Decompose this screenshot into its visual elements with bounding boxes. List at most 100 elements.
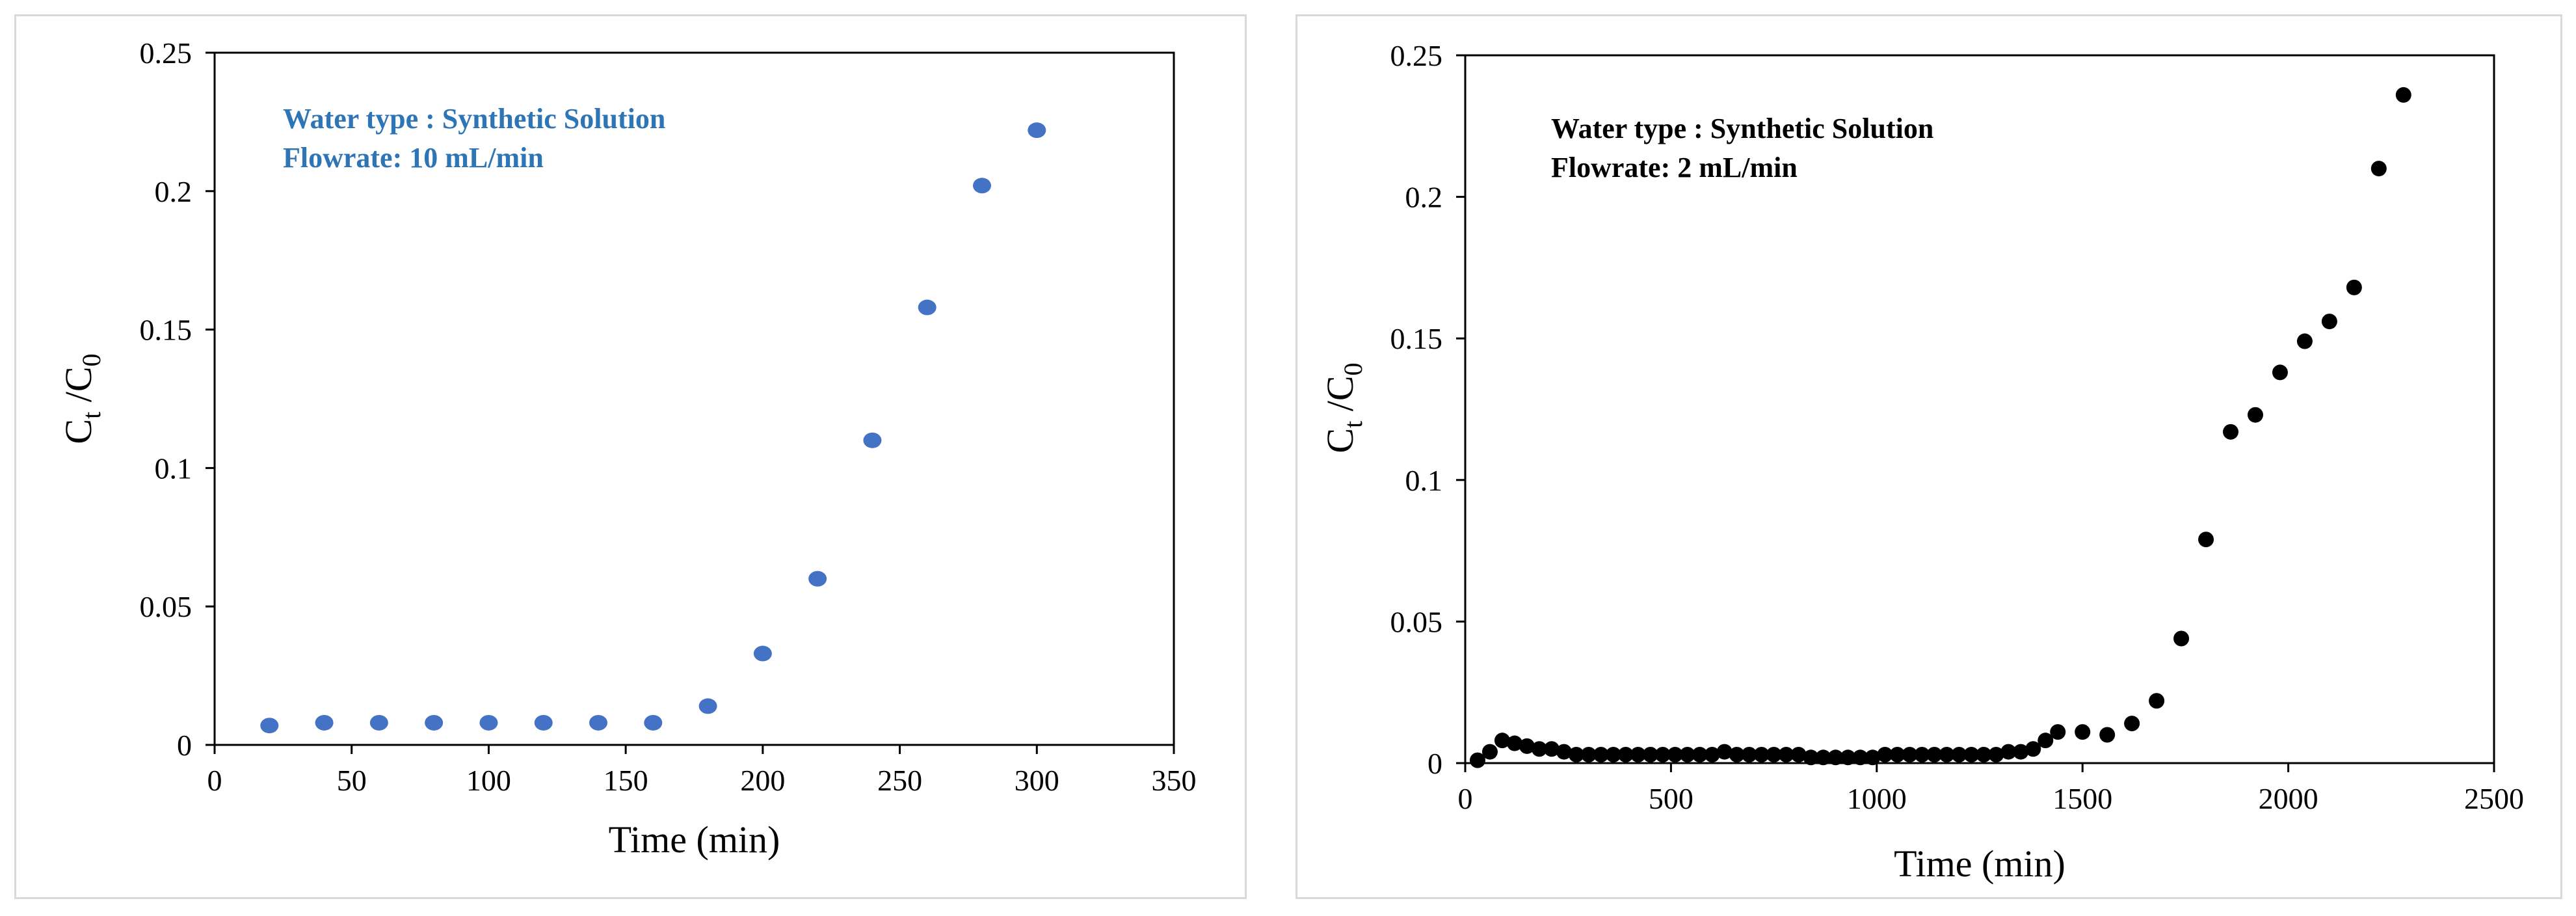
data-point: [534, 714, 553, 731]
data-point: [425, 714, 444, 731]
data-point: [2247, 407, 2263, 423]
x-tick-label: 500: [1649, 782, 1693, 815]
data-point: [1840, 749, 1856, 766]
plot-area-frame: [1464, 54, 2495, 764]
water-type-annotation: Water type : Synthetic Solution: [283, 103, 665, 135]
y-tick-label: 0: [1427, 747, 1442, 780]
data-point: [2000, 744, 2017, 760]
data-point: [2173, 630, 2190, 647]
data-point: [698, 698, 717, 714]
x-tick-label: 200: [740, 764, 785, 797]
data-point: [1827, 749, 1844, 766]
data-point: [1469, 752, 1485, 768]
x-tick-label: 2500: [2464, 782, 2524, 815]
data-point: [1556, 744, 1572, 760]
data-point: [1617, 746, 1634, 762]
data-point: [1877, 746, 1893, 762]
data-point: [1481, 744, 1498, 760]
data-point: [2038, 733, 2054, 749]
y-tick-label: 0.25: [140, 36, 193, 70]
data-point: [973, 178, 991, 194]
data-point: [1605, 746, 1621, 762]
data-point: [2370, 161, 2387, 177]
data-point: [1926, 746, 1943, 762]
data-point: [1568, 746, 1584, 762]
data-point: [1766, 746, 1782, 762]
x-axis-title: Time (min): [609, 818, 780, 861]
data-point: [2099, 727, 2116, 743]
flowrate-annotation: Flowrate: 10 mL/min: [283, 142, 544, 174]
data-point: [1778, 746, 1794, 762]
data-point: [1963, 746, 1980, 762]
data-point: [1865, 749, 1881, 766]
data-point: [2149, 693, 2165, 709]
data-point: [1630, 746, 1646, 762]
flowrate-annotation: Flowrate: 2 mL/min: [1551, 152, 1798, 183]
data-point: [1028, 122, 1046, 139]
data-point: [1654, 746, 1671, 762]
x-tick-label: 300: [1015, 764, 1059, 797]
x-axis-title: Time (min): [1894, 842, 2065, 885]
x-tick-label: 2000: [2259, 782, 2318, 815]
left-scatter-chart: 0 50 100 150 200 250 300 350 0 0.05 0.1 0.15 0.2 0.25…: [57, 36, 1197, 861]
data-point: [1642, 746, 1658, 762]
x-tick-label: 250: [877, 764, 922, 797]
data-point: [1543, 741, 1560, 757]
plot-area-frame: [213, 51, 1175, 746]
data-point: [260, 718, 279, 734]
data-point: [369, 714, 388, 731]
data-point: [1531, 741, 1547, 757]
data-point: [2272, 364, 2288, 381]
y-tick-label: 0.15: [1390, 322, 1443, 355]
data-point: [2395, 87, 2411, 103]
x-tick-label: 350: [1152, 764, 1197, 797]
data-point: [1914, 746, 1930, 762]
data-point: [1667, 746, 1683, 762]
data-point: [2075, 724, 2091, 740]
data-point: [1753, 746, 1770, 762]
data-point: [1741, 746, 1757, 762]
left-chart-panel: 0 50 100 150 200 250 300 350 0 0.05 0.1 0.15 0.2 0.25…: [14, 14, 1247, 899]
data-point: [315, 714, 334, 731]
data-point: [1506, 735, 1522, 751]
data-point: [1679, 746, 1695, 762]
x-tick-label: 0: [1458, 782, 1473, 815]
data-point: [1580, 746, 1597, 762]
data-point: [1519, 738, 1535, 754]
data-point: [1939, 746, 1955, 762]
data-point: [1976, 746, 1992, 762]
data-point: [1494, 733, 1510, 749]
data-point: [1889, 746, 1905, 762]
x-tick-label: 100: [466, 764, 511, 797]
data-point: [1988, 746, 2004, 762]
data-point: [2198, 532, 2214, 548]
data-point: [1815, 749, 1831, 766]
data-point: [1790, 746, 1807, 762]
data-point: [2124, 716, 2140, 732]
y-axis-title: Ct /C0: [57, 353, 106, 444]
data-point: [918, 299, 936, 316]
y-axis-title: Ct /C0: [1319, 362, 1368, 453]
y-tick-label: 0.15: [140, 314, 193, 347]
y-tick-label: 0: [177, 729, 192, 762]
data-point: [863, 432, 882, 448]
data-point: [589, 714, 607, 731]
data-point: [1729, 746, 1745, 762]
x-tick-label: 1500: [2052, 782, 2112, 815]
y-tick-label: 0.2: [155, 175, 193, 208]
data-point: [644, 714, 663, 731]
data-point: [1902, 746, 1918, 762]
y-tick-label: 0.1: [155, 451, 193, 485]
data-point: [2223, 424, 2239, 440]
data-point: [1803, 749, 1819, 766]
data-point: [479, 714, 498, 731]
y-tick-label: 0.25: [1390, 39, 1443, 72]
y-tick-label: 0.05: [140, 590, 193, 623]
data-point: [1704, 746, 1720, 762]
x-tick-label: 150: [604, 764, 648, 797]
data-point: [753, 645, 772, 662]
right-chart-panel: 0 500 1000 1500 2000 2500 0 0.05 0.1 0.15 0.2 0.25 T…: [1295, 14, 2562, 899]
data-point: [1692, 746, 1708, 762]
water-type-annotation: Water type : Synthetic Solution: [1551, 113, 1933, 144]
data-point: [1593, 746, 1609, 762]
